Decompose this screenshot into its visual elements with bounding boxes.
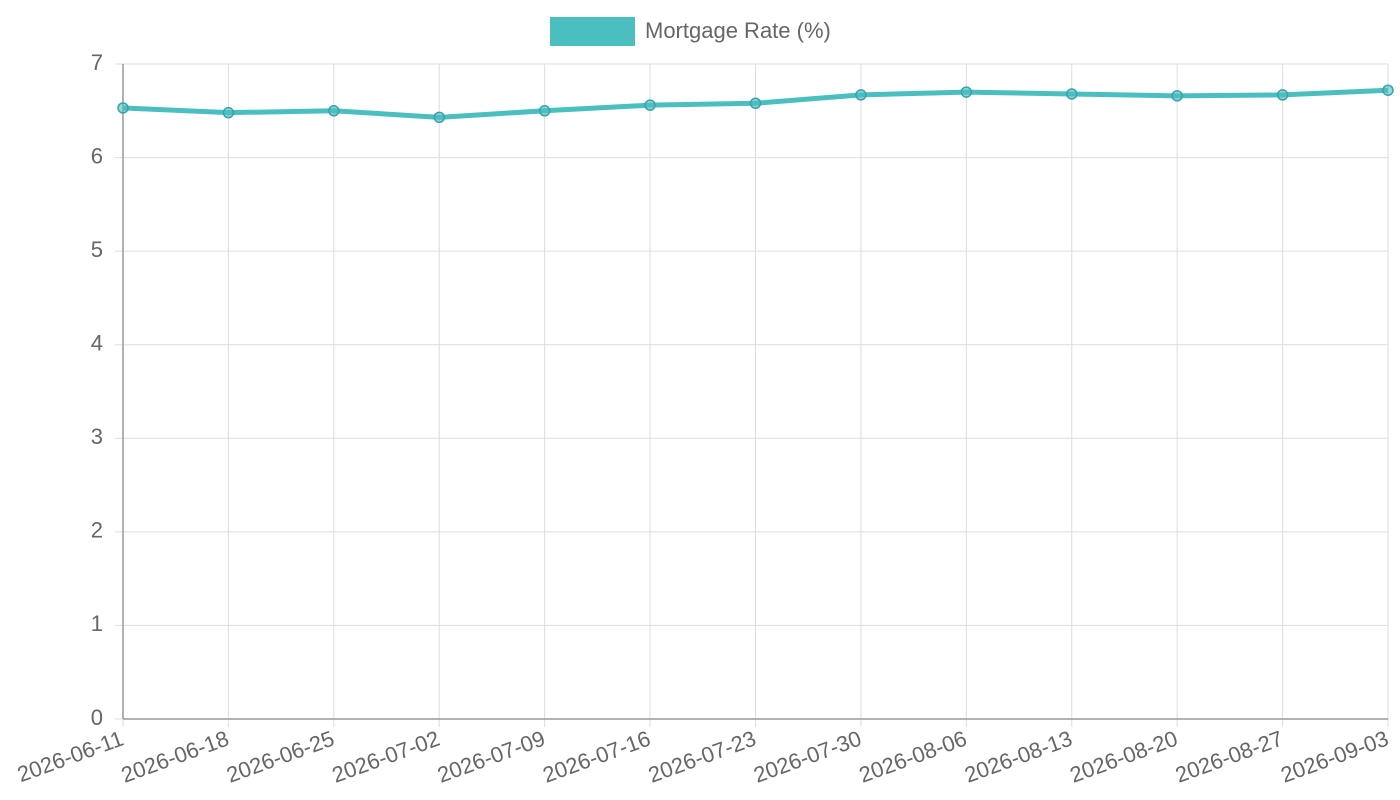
point: [855, 89, 867, 101]
y-tick-label: 4: [91, 331, 103, 356]
x-tick-label: 2026-07-02: [329, 726, 443, 788]
point: [433, 111, 445, 124]
x-tick-label: 2026-07-30: [750, 726, 864, 788]
point: [1382, 84, 1394, 96]
y-tick-label: 7: [91, 50, 103, 75]
legend-label[interactable]: Mortgage Rate (%): [645, 18, 831, 43]
point: [1276, 89, 1289, 101]
x-tick-label: 2026-07-16: [539, 726, 653, 788]
point: [749, 97, 762, 110]
point: [960, 86, 973, 98]
x-tick-label: 2026-08-27: [1172, 726, 1286, 788]
point: [117, 102, 129, 114]
x-tick-label: 2026-07-09: [434, 726, 548, 788]
y-tick-label: 2: [91, 518, 103, 543]
point: [1171, 90, 1183, 102]
x-tick-label: 2026-06-25: [223, 726, 337, 788]
y-tick-label: 5: [91, 237, 103, 262]
x-tick-label: 2026-09-03: [1277, 726, 1391, 788]
point: [644, 99, 656, 111]
x-tick-label: 2026-06-18: [118, 726, 232, 788]
x-tick-label: 2026-08-13: [961, 726, 1075, 788]
y-tick-label: 0: [91, 705, 103, 730]
point: [222, 106, 235, 119]
point: [328, 105, 340, 117]
y-tick-label: 6: [91, 143, 103, 168]
point: [1066, 88, 1078, 100]
x-tick-label: 2026-08-06: [856, 726, 970, 788]
legend-swatch: [550, 17, 635, 46]
x-tick-label: 2026-07-23: [645, 726, 759, 788]
y-tick-label: 3: [91, 424, 103, 449]
point: [538, 105, 551, 117]
x-tick-label: 2026-06-11: [14, 726, 127, 787]
x-tick-label: 2026-08-20: [1067, 726, 1181, 788]
y-tick-label: 1: [91, 611, 103, 636]
